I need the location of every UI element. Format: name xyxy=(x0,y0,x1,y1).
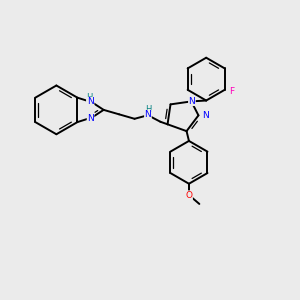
Text: O: O xyxy=(185,191,192,200)
Text: H: H xyxy=(86,93,93,102)
Text: N: N xyxy=(188,97,195,106)
Text: N: N xyxy=(87,97,94,106)
Text: N: N xyxy=(145,110,151,119)
Text: N: N xyxy=(87,113,94,122)
Text: F: F xyxy=(229,86,234,95)
Text: H: H xyxy=(145,105,151,114)
Text: N: N xyxy=(202,111,209,120)
